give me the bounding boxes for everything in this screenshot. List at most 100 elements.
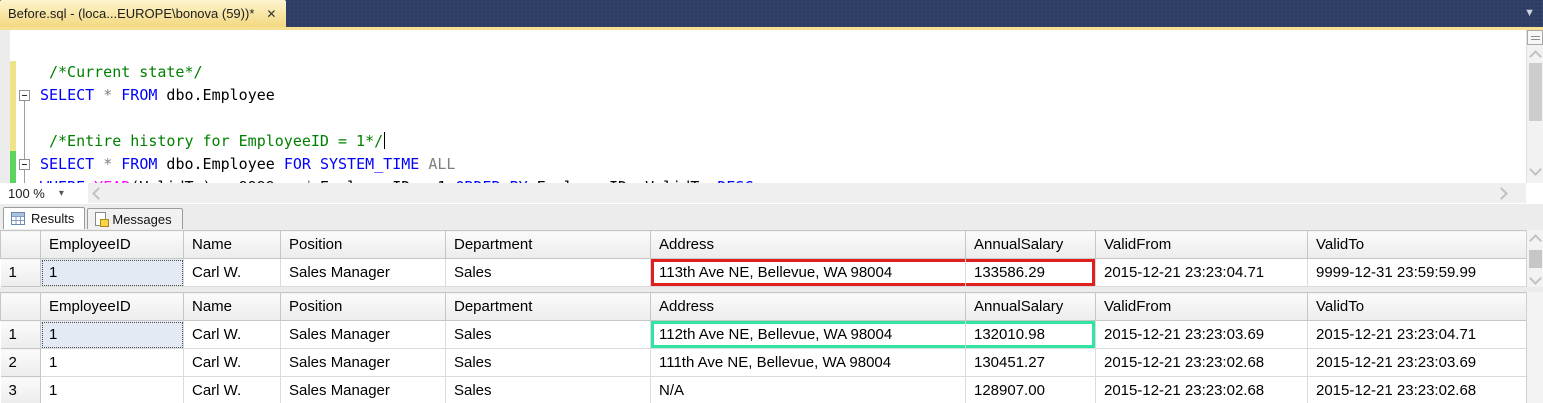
code-token-op: ALL: [419, 155, 456, 173]
column-header-validfrom[interactable]: ValidFrom: [1095, 292, 1308, 321]
result-grid-1: EmployeeID Name Position Department Address A…: [0, 230, 1527, 287]
row-header[interactable]: 1: [0, 320, 41, 349]
grid-cell[interactable]: N/A: [650, 376, 966, 403]
column-header-address[interactable]: Address: [650, 292, 966, 321]
grid-cell[interactable]: 2015-12-21 23:23:02.68: [1095, 376, 1308, 403]
grid-cell[interactable]: 2015-12-21 23:23:02.68: [1095, 348, 1308, 377]
grid-cell[interactable]: 2015-12-21 23:23:03.69: [1095, 320, 1308, 349]
code-token-cmt: /*Entire history for EmployeeID = 1*/: [49, 132, 384, 150]
scrollbar-thumb[interactable]: [1529, 250, 1542, 268]
change-tracking-bar-unsaved: [10, 61, 16, 151]
code-editor[interactable]: /*Current state*/ SELECT * FROM dbo.Emplo…: [0, 30, 1543, 206]
corner-header[interactable]: [0, 230, 41, 259]
code-line: SELECT * FROM dbo.Employee FOR SYSTEM_TI…: [40, 153, 455, 176]
tab-list-chevron-icon[interactable]: ▼: [1524, 7, 1535, 19]
grid-cell[interactable]: Carl W.: [183, 258, 281, 287]
column-header-annualsalary[interactable]: AnnualSalary: [965, 292, 1096, 321]
grid-cell-highlighted[interactable]: 113th Ave NE, Bellevue, WA 98004: [650, 258, 966, 287]
row-header[interactable]: 1: [0, 258, 41, 287]
editor-horizontal-scrollbar[interactable]: [88, 183, 1526, 203]
grid-cell[interactable]: Sales Manager: [280, 320, 446, 349]
row-header[interactable]: 2: [0, 348, 41, 377]
scroll-right-icon[interactable]: [1495, 187, 1508, 200]
grid-cell[interactable]: Sales: [445, 258, 651, 287]
grid-cell[interactable]: 130451.27: [965, 348, 1096, 377]
grid-cell[interactable]: Sales Manager: [280, 376, 446, 403]
scrollbar-thumb[interactable]: [1529, 63, 1542, 121]
grid-cell[interactable]: Carl W.: [183, 320, 281, 349]
code-line: /*Entire history for EmployeeID = 1*/: [40, 130, 386, 153]
outline-connector: [24, 101, 25, 159]
grid-cell[interactable]: Sales Manager: [280, 348, 446, 377]
tab-label: Results: [31, 211, 75, 226]
code-token-kw: FROM: [121, 155, 158, 173]
scroll-up-icon[interactable]: [1529, 50, 1542, 63]
code-token-op: *: [94, 86, 122, 104]
row-header[interactable]: 3: [0, 376, 41, 403]
grid-cell[interactable]: Carl W.: [183, 348, 281, 377]
grid-cell-highlighted[interactable]: 112th Ave NE, Bellevue, WA 98004: [650, 320, 966, 349]
column-header-position[interactable]: Position: [280, 292, 446, 321]
tab-label: Messages: [112, 211, 172, 227]
column-header-validfrom[interactable]: ValidFrom: [1095, 230, 1308, 259]
column-header-employeeid[interactable]: EmployeeID: [40, 292, 184, 321]
grid-cell[interactable]: Sales: [445, 348, 651, 377]
grid-cell[interactable]: 1: [40, 320, 184, 349]
grid-cell-highlighted[interactable]: 132010.98: [965, 320, 1096, 349]
column-header-address[interactable]: Address: [650, 230, 966, 259]
grid-cell[interactable]: 2015-12-21 23:23:04.71: [1307, 320, 1527, 349]
splitter-button[interactable]: [1527, 30, 1543, 45]
scroll-up-icon[interactable]: [1529, 234, 1542, 247]
grid-cell[interactable]: 111th Ave NE, Bellevue, WA 98004: [650, 348, 966, 377]
grid-vertical-scrollbar[interactable]: [1526, 230, 1543, 287]
indicator-margin: [0, 30, 10, 183]
grid-cell[interactable]: 128907.00: [965, 376, 1096, 403]
code-token-kw: FROM: [121, 86, 158, 104]
column-header-name[interactable]: Name: [183, 292, 281, 321]
outline-collapse-icon[interactable]: [19, 90, 30, 101]
column-header-department[interactable]: Department: [445, 292, 651, 321]
document-tab-title: Before.sql - (loca...EUROPE\bonova (59))…: [8, 6, 255, 21]
grid-cell[interactable]: 1: [40, 258, 184, 287]
code-line: SELECT * FROM dbo.Employee: [40, 84, 275, 107]
tab-messages[interactable]: Messages: [87, 208, 183, 229]
grid-scrollbar-track[interactable]: [1526, 292, 1543, 403]
zoom-level-value: 100 %: [8, 185, 45, 201]
column-header-department[interactable]: Department: [445, 230, 651, 259]
grid-cell[interactable]: Sales: [445, 376, 651, 403]
tab-results[interactable]: Results: [3, 207, 86, 229]
grid-cell-highlighted[interactable]: 133586.29: [965, 258, 1096, 287]
code-token-id: dbo.Employee: [157, 86, 275, 104]
column-header-validto[interactable]: ValidTo: [1307, 230, 1527, 259]
corner-header[interactable]: [0, 292, 41, 321]
column-header-position[interactable]: Position: [280, 230, 446, 259]
grid-cell[interactable]: Sales Manager: [280, 258, 446, 287]
grid-cell[interactable]: 1: [40, 376, 184, 403]
grid-cell[interactable]: 2015-12-21 23:23:03.69: [1307, 348, 1527, 377]
close-icon[interactable]: ✕: [266, 6, 277, 21]
code-token-kw: SELECT: [40, 86, 95, 104]
column-header-employeeid[interactable]: EmployeeID: [40, 230, 184, 259]
grid-cell[interactable]: 2015-12-21 23:23:04.71: [1095, 258, 1308, 287]
scroll-down-icon[interactable]: [1529, 163, 1542, 176]
grid-cell[interactable]: 9999-12-31 23:59:59.99: [1307, 258, 1527, 287]
scroll-left-icon[interactable]: [92, 187, 105, 200]
grid-icon: [11, 212, 25, 225]
scroll-down-icon[interactable]: [1529, 272, 1542, 285]
column-header-validto[interactable]: ValidTo: [1307, 292, 1527, 321]
outline-collapse-icon[interactable]: [19, 159, 30, 170]
active-tab-underline: [0, 27, 1543, 30]
grid-cell[interactable]: Sales: [445, 320, 651, 349]
document-tab[interactable]: Before.sql - (loca...EUROPE\bonova (59))…: [0, 0, 287, 27]
grid-cell[interactable]: Carl W.: [183, 376, 281, 403]
editor-vertical-scrollbar[interactable]: [1526, 30, 1543, 183]
column-header-annualsalary[interactable]: AnnualSalary: [965, 230, 1096, 259]
grid-cell[interactable]: 2015-12-21 23:23:02.68: [1307, 376, 1527, 403]
code-token-cmt: /*Current state*/: [49, 63, 203, 81]
table-row: 1 1 Carl W. Sales Manager Sales 112th Ave NE,…: [0, 320, 1527, 349]
code-token-id: dbo.Employee: [157, 155, 284, 173]
zoom-level-select[interactable]: 100 % ▾: [2, 183, 70, 203]
column-header-name[interactable]: Name: [183, 230, 281, 259]
code-token-kw: SELECT: [40, 155, 95, 173]
grid-cell[interactable]: 1: [40, 348, 184, 377]
